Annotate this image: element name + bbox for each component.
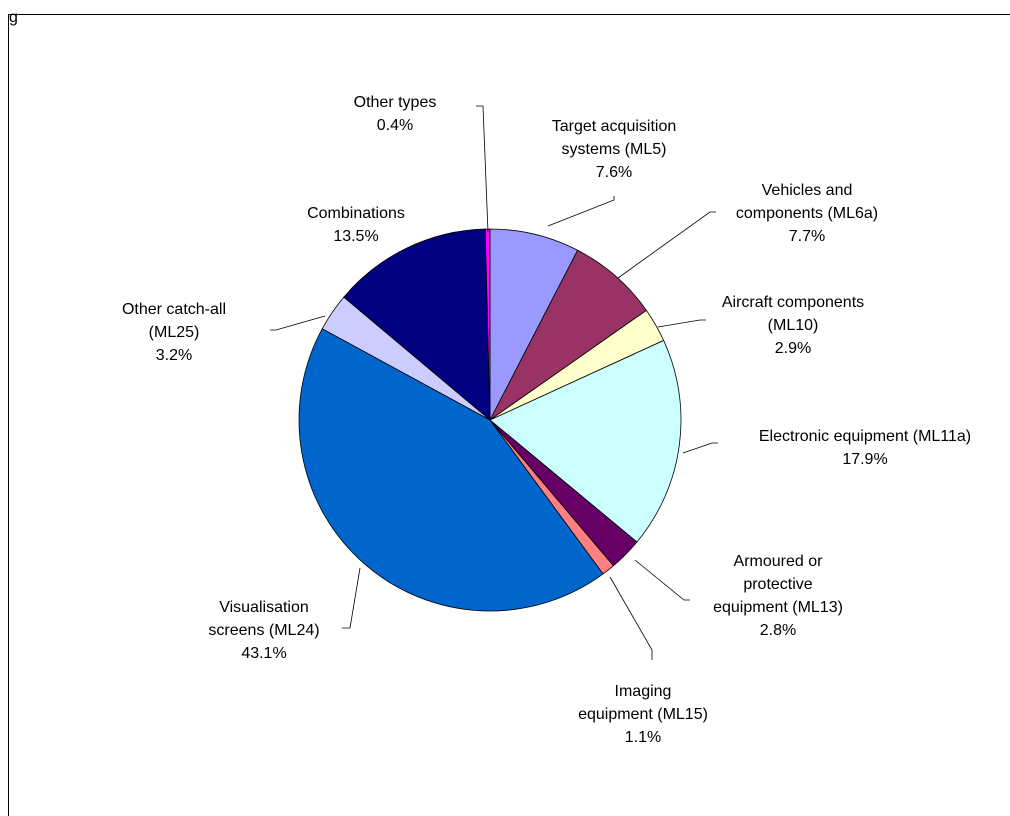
slice-label-visualisation-screens-ml24: screens (ML24): [208, 622, 319, 639]
pie-slice-combinations: [343, 228, 491, 421]
slice-percent-other-types: 0.4%: [377, 117, 413, 134]
leader-lines: [270, 105, 718, 660]
slice-label-armoured-or-protective-equipment-ml13: protective: [743, 576, 812, 593]
slice-label-vehicles-and-components-ml6a: Vehicles and: [762, 182, 853, 199]
slice-label-aircraft-components-ml10: (ML10): [768, 317, 819, 334]
leader-line-other-types: [476, 105, 489, 233]
slice-labels: Target acquisition systems (ML5) 7.6% Vehic…: [122, 94, 971, 746]
leader-line-other-catch-all-ml25: [270, 315, 326, 331]
slice-label-other-catch-all-ml25: (ML25): [149, 324, 200, 341]
slice-label-target-acquisition-systems-ml5: systems (ML5): [562, 141, 667, 158]
slice-label-aircraft-components-ml10: Aircraft components: [722, 294, 864, 311]
leader-line-armoured-or-protective-equipment-ml13: [634, 559, 690, 601]
slice-percent-other-catch-all-ml25: 3.2%: [156, 347, 192, 364]
leader-line-visualisation-screens-ml24: [342, 567, 361, 629]
slice-label-imaging-equipment-ml15: Imaging: [615, 683, 672, 700]
slice-percent-armoured-or-protective-equipment-ml13: 2.8%: [760, 622, 796, 639]
chart-frame: g: [8, 9, 1010, 816]
slice-label-other-types: Other types: [354, 94, 437, 111]
slice-label-other-catch-all-ml25: Other catch-all: [122, 301, 226, 318]
slice-label-visualisation-screens-ml24: Visualisation: [219, 599, 309, 616]
slice-percent-combinations: 13.5%: [333, 228, 378, 245]
slice-percent-target-acquisition-systems-ml5: 7.6%: [596, 164, 632, 181]
pie-slices: [298, 228, 682, 612]
slice-label-electronic-equipment-ml11a: Electronic equipment (ML11a): [759, 428, 971, 445]
leader-line-imaging-equipment-ml15: [609, 576, 653, 660]
slice-percent-visualisation-screens-ml24: 43.1%: [241, 645, 286, 662]
leader-line-aircraft-components-ml10: [657, 319, 706, 328]
slice-label-combinations: Combinations: [307, 205, 405, 222]
corner-text: g: [9, 9, 18, 26]
leader-line-electronic-equipment-ml11a: [682, 442, 718, 454]
slice-percent-aircraft-components-ml10: 2.9%: [775, 340, 811, 357]
slice-label-target-acquisition-systems-ml5: Target acquisition: [552, 118, 677, 135]
pie-slice-electronic-equipment-ml11a: [489, 339, 682, 543]
pie-slice-vehicles-and-components-ml6a: [489, 249, 647, 421]
slice-label-imaging-equipment-ml15: equipment (ML15): [578, 706, 708, 723]
slice-label-armoured-or-protective-equipment-ml13: Armoured or: [734, 553, 824, 570]
slice-label-armoured-or-protective-equipment-ml13: equipment (ML13): [713, 599, 843, 616]
slice-percent-vehicles-and-components-ml6a: 7.7%: [789, 228, 825, 245]
pie-slice-visualisation-screens-ml24: [298, 328, 604, 612]
leader-line-target-acquisition-systems-ml5: [547, 196, 615, 227]
slice-percent-imaging-equipment-ml15: 1.1%: [625, 729, 661, 746]
slice-percent-electronic-equipment-ml11a: 17.9%: [842, 451, 887, 468]
slice-label-vehicles-and-components-ml6a: components (ML6a): [736, 205, 878, 222]
leader-line-vehicles-and-components-ml6a: [617, 211, 716, 279]
